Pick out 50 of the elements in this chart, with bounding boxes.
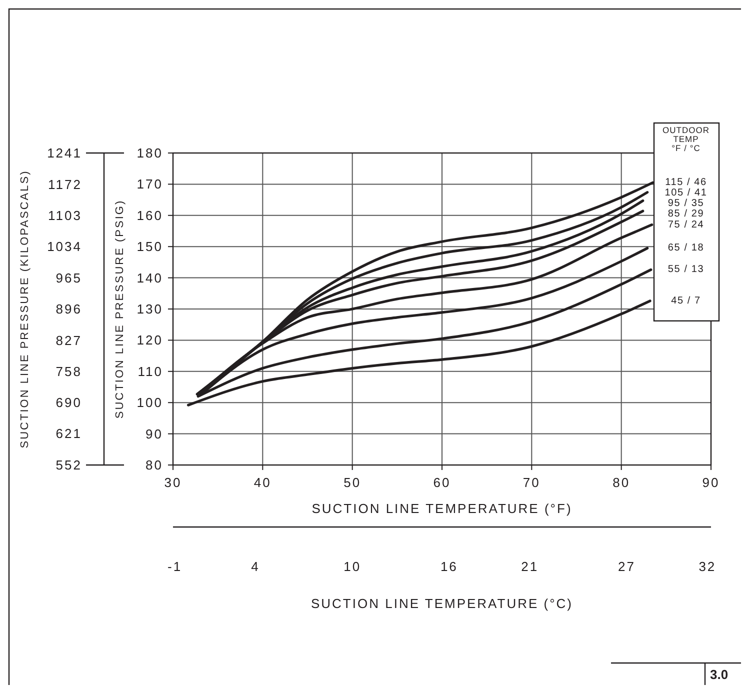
y-tick-label: 80 xyxy=(146,458,163,472)
y-tick-label: 130 xyxy=(136,302,163,316)
y-axis-title: SUCTION LINE PRESSURE (PSIG) xyxy=(114,199,126,419)
x2-tick-label: 10 xyxy=(344,559,362,574)
x-tick-label: 80 xyxy=(612,475,630,490)
x2-tick-label: -1 xyxy=(167,559,182,574)
y2-tick-label: 552 xyxy=(56,457,82,472)
x-tick-label: 70 xyxy=(522,475,540,490)
y-tick-label: 100 xyxy=(136,395,163,410)
x2-tick-label: 27 xyxy=(618,559,636,574)
x-tick-label: 50 xyxy=(344,475,362,490)
text: 45 / 7 xyxy=(671,295,701,306)
text: 3.0 xyxy=(710,667,728,682)
series-label: 55 / 13 xyxy=(668,264,704,276)
text: 65 / 18 xyxy=(668,242,704,254)
x2-tick-label: 16 xyxy=(440,559,458,574)
x2-axis-title: SUCTION LINE TEMPERATURE (°C) xyxy=(310,596,574,611)
x2-tick-label: 21 xyxy=(521,559,539,574)
y2-tick-label: 690 xyxy=(56,394,82,410)
y-tick-label: 90 xyxy=(146,426,163,442)
y2-tick-label: 621 xyxy=(56,426,82,442)
x-tick-label: 40 xyxy=(254,475,272,490)
y-tick-label: 180 xyxy=(136,146,163,160)
y2-tick-label: 1103 xyxy=(48,208,82,223)
y-tick-label: 160 xyxy=(136,208,163,223)
x2-tick-label: 4 xyxy=(251,559,260,574)
y2-tick-label: 758 xyxy=(56,364,82,380)
y-tick-label: 120 xyxy=(136,332,163,348)
series-label: 75 / 24 xyxy=(668,219,704,230)
series-label: 115 / 46 xyxy=(665,177,707,188)
text: 95 / 35 xyxy=(668,198,704,210)
legend-title: OUTDOOR TEMP °F / °C xyxy=(662,125,710,153)
x2-tick-label: 32 xyxy=(698,559,716,574)
y2-tick-label: 827 xyxy=(56,332,82,348)
y-tick-label: 150 xyxy=(136,239,163,254)
x-tick-label: 60 xyxy=(433,475,451,490)
y2-axis-title: SUCTION LINE PRESSURE (KILOPASCALS) xyxy=(19,170,31,448)
y2-tick-label: 896 xyxy=(56,302,82,317)
y-tick-label: 110 xyxy=(138,364,163,379)
text: 85 / 29 xyxy=(668,208,704,220)
y2-tick-label: 1172 xyxy=(48,176,82,192)
y-tick-label: 140 xyxy=(136,270,163,286)
y2-tick-label: 1034 xyxy=(47,239,82,254)
y2-tick-label: 1241 xyxy=(47,146,82,161)
series-label: 105 / 41 xyxy=(664,188,708,199)
x-tick-label: 90 xyxy=(702,475,720,490)
x-axis-title: SUCTION LINE TEMPERATURE (°F) xyxy=(312,501,572,516)
y-tick-label: 170 xyxy=(136,176,163,192)
y2-tick-label: 965 xyxy=(56,270,82,286)
x-tick-label: 30 xyxy=(164,475,182,490)
